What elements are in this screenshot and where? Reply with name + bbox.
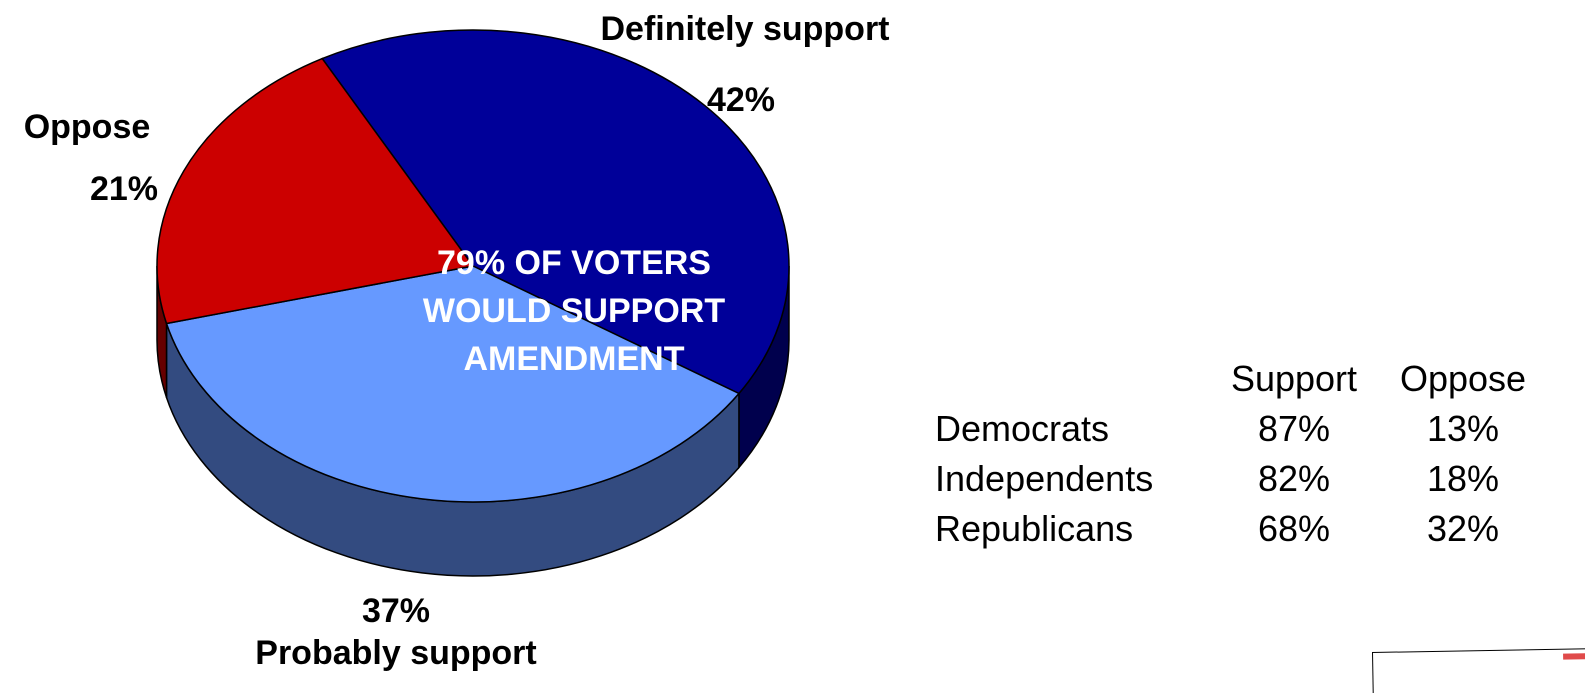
- pie-slice-oppose: [156, 57, 475, 325]
- center-text-line-3: AMENDMENT: [464, 340, 685, 378]
- slice-label-probably-support: Probably support: [255, 634, 536, 672]
- corner-decoration-mark: [1563, 653, 1585, 660]
- party-support-table: Support Oppose Democrats 87% 13% Indepen…: [935, 354, 1543, 554]
- slice-label-definitely-support: Definitely support: [600, 10, 889, 48]
- slice-label-oppose: Oppose: [24, 108, 151, 146]
- table-cell-support: 82%: [1257, 458, 1331, 499]
- table-row: Democrats 87% 13%: [935, 404, 1543, 454]
- slice-value-oppose: 21%: [90, 170, 158, 208]
- center-text-line-2: WOULD SUPPORT: [423, 292, 725, 330]
- table-cell-party: Independents: [935, 458, 1154, 499]
- pie-top-slices: [156, 29, 790, 503]
- table-cell-support: 87%: [1257, 408, 1331, 449]
- table-header-support: Support: [1230, 358, 1358, 399]
- pie-chart: Definitely support 42% Oppose 21% 37% Pr…: [24, 10, 890, 672]
- table-row: Republicans 68% 32%: [935, 504, 1543, 554]
- table-cell-oppose: 32%: [1426, 508, 1500, 549]
- table-cell-party: Republicans: [935, 508, 1134, 549]
- center-text-line-1: 79% OF VOTERS: [437, 244, 711, 282]
- table-cell-oppose: 13%: [1426, 408, 1500, 449]
- table-cell-support: 68%: [1257, 508, 1331, 549]
- slice-value-definitely-support: 42%: [707, 81, 775, 119]
- pie-slice-definitely-support: [321, 29, 790, 395]
- table-cell-party: Democrats: [935, 408, 1110, 449]
- corner-decoration: [1372, 647, 1585, 693]
- table-header-oppose: Oppose: [1399, 358, 1527, 399]
- pie-slice-probably-support: [165, 265, 741, 503]
- table-header-row: Support Oppose: [935, 354, 1543, 404]
- table-row: Independents 82% 18%: [935, 454, 1543, 504]
- slice-value-probably-support: 37%: [362, 592, 430, 630]
- table-cell-oppose: 18%: [1426, 458, 1500, 499]
